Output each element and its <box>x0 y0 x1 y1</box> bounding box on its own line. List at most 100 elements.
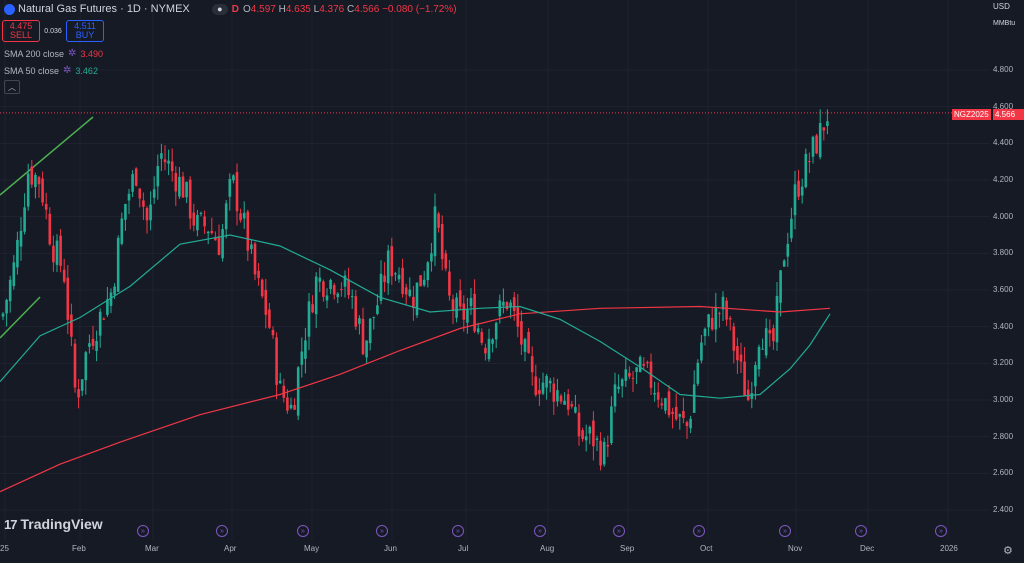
candle-body <box>203 216 206 227</box>
candle-body <box>228 178 232 197</box>
candle-body <box>710 317 714 330</box>
indicator-sma200[interactable]: SMA 200 close ✲ 3.490 <box>4 48 103 59</box>
candle-body <box>638 356 642 373</box>
candle-body <box>102 318 106 320</box>
candle-body <box>217 236 221 255</box>
candle-body <box>48 213 52 245</box>
settings-gear-icon[interactable]: ✲ <box>63 65 72 76</box>
candle-body <box>343 275 347 287</box>
economic-event-icon[interactable]: » <box>297 525 309 537</box>
last-price-tag: 4.566 <box>993 109 1024 120</box>
economic-event-icon[interactable]: » <box>452 525 464 537</box>
candle-body <box>574 407 577 413</box>
candle-body <box>37 177 41 185</box>
candle-body <box>498 300 502 317</box>
candle-body <box>332 285 336 295</box>
candle-body <box>509 302 512 307</box>
candle-body <box>689 418 692 429</box>
candle-body <box>437 213 440 228</box>
candle-body <box>127 193 131 201</box>
candle-body <box>588 426 592 434</box>
indicator-sma50[interactable]: SMA 50 close ✲ 3.462 <box>4 65 98 76</box>
price-tick-label: 4.800 <box>993 65 1014 74</box>
candle-body <box>304 340 307 359</box>
candle-body <box>736 346 739 361</box>
candle-body <box>523 339 527 352</box>
candle-body <box>786 243 790 257</box>
candle-body <box>120 218 124 244</box>
economic-event-icon[interactable]: » <box>855 525 867 537</box>
candle-body <box>584 436 588 441</box>
economic-event-icon[interactable]: » <box>613 525 625 537</box>
candle-body <box>617 386 620 390</box>
buy-button[interactable]: 4.511 BUY <box>66 20 104 42</box>
candle-body <box>628 372 631 377</box>
candle-body <box>210 230 214 234</box>
candle-body <box>314 276 318 315</box>
candle-body <box>818 123 822 158</box>
candle-body <box>703 328 707 337</box>
economic-event-icon[interactable]: » <box>534 525 546 537</box>
candle-body <box>700 342 703 361</box>
candle-body <box>728 318 732 320</box>
candle-body <box>52 245 55 263</box>
candle-body <box>77 389 80 398</box>
candle-body <box>422 279 426 286</box>
price-tick-label: 2.600 <box>993 468 1014 478</box>
candle-body <box>491 339 494 344</box>
candle-body <box>70 314 73 337</box>
candle-body <box>775 295 779 343</box>
candle-body <box>757 346 761 370</box>
trade-panel: 4.475 SELL 0.036 4.511 BUY <box>2 20 104 42</box>
sell-button[interactable]: 4.475 SELL <box>2 20 40 42</box>
price-tick-label: 3.200 <box>993 358 1014 368</box>
candle-body <box>242 212 246 219</box>
candle-body <box>311 304 314 313</box>
candle-body <box>91 338 95 346</box>
tradingview-logo-icon: 17 <box>4 516 18 532</box>
unit-selector[interactable]: MMBtu <box>993 20 1016 27</box>
economic-event-icon[interactable]: » <box>137 525 149 537</box>
settings-gear-icon[interactable]: ✲ <box>68 48 77 59</box>
sma200-line <box>0 305 831 493</box>
chart-settings-icon[interactable]: ⚙ <box>1003 545 1013 557</box>
economic-event-icon[interactable]: » <box>376 525 388 537</box>
candle-body <box>505 302 509 310</box>
candle-body <box>516 307 520 327</box>
market-status-icon[interactable]: ● <box>211 3 228 15</box>
candle-body <box>260 279 264 297</box>
economic-event-icon[interactable]: » <box>935 525 947 537</box>
candle-body <box>325 295 329 301</box>
last-symbol-tag: NGZ2025 <box>952 109 991 120</box>
candle-body <box>379 273 383 301</box>
price-tick-label: 2.800 <box>993 431 1014 441</box>
candle-body <box>671 411 674 414</box>
symbol-title[interactable]: Natural Gas Futures · 1D · NYMEX <box>18 3 190 15</box>
time-tick-label: May <box>304 544 320 553</box>
candle-body <box>696 362 700 384</box>
candle-body <box>534 376 538 395</box>
candle-body <box>487 338 491 360</box>
candle-body <box>181 176 185 198</box>
currency-selector[interactable]: USD <box>993 2 1010 11</box>
candle-body <box>221 229 224 259</box>
candle-body <box>512 297 516 312</box>
candle-body <box>646 362 649 364</box>
candle-body <box>455 297 458 318</box>
candle-body <box>653 392 656 395</box>
candle-body <box>278 380 282 384</box>
candle-body <box>527 332 530 353</box>
candle-body <box>602 441 606 465</box>
time-tick-label: Aug <box>540 544 555 553</box>
economic-event-icon[interactable]: » <box>693 525 705 537</box>
collapse-legend-button[interactable]: ︿ <box>4 80 20 94</box>
economic-event-icon[interactable]: » <box>779 525 791 537</box>
tradingview-logo[interactable]: 17 TradingView <box>4 516 103 532</box>
candle-body <box>368 318 372 344</box>
candle-body <box>188 179 192 219</box>
candle-body <box>268 309 271 328</box>
trendline <box>0 116 94 196</box>
economic-event-icon[interactable]: » <box>216 525 228 537</box>
candle-body <box>484 347 487 354</box>
